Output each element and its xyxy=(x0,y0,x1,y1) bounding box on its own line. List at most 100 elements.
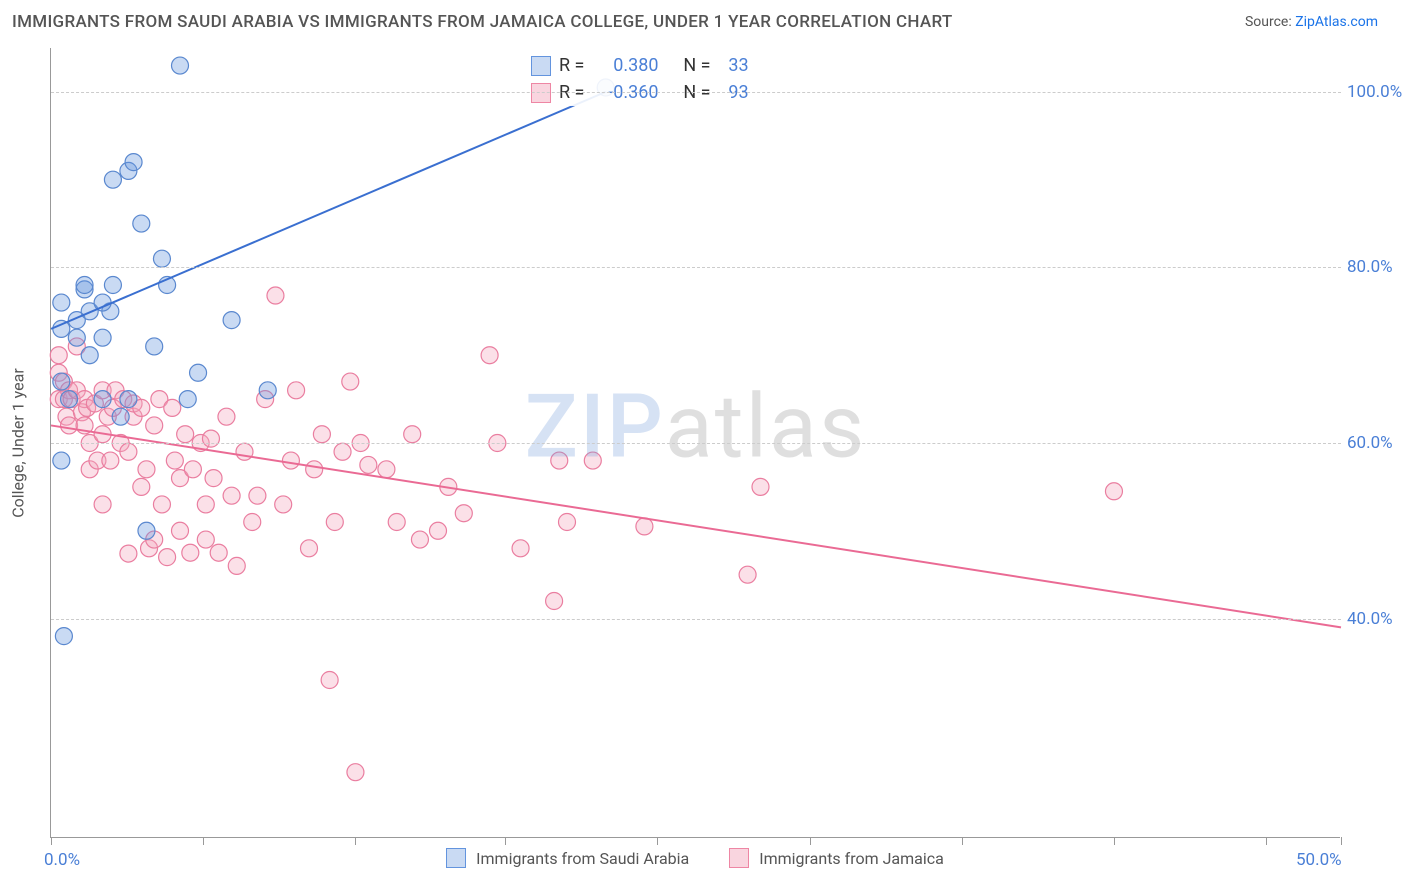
data-point-jamaica xyxy=(321,672,338,689)
x-tick xyxy=(203,837,204,845)
r-value-saudi: 0.380 xyxy=(592,52,658,79)
data-point-jamaica xyxy=(133,478,150,495)
data-point-jamaica xyxy=(182,544,199,561)
data-point-saudi xyxy=(179,391,196,408)
x-tick xyxy=(505,837,506,845)
y-axis-label: College, Under 1 year xyxy=(9,368,28,518)
data-point-jamaica xyxy=(275,496,292,513)
n-value-saudi: 33 xyxy=(719,52,749,79)
x-tick-label: 0.0% xyxy=(44,850,80,870)
data-point-jamaica xyxy=(347,764,364,781)
gridline xyxy=(51,619,1341,620)
data-point-saudi xyxy=(125,154,142,171)
x-tick xyxy=(1266,837,1267,845)
data-point-jamaica xyxy=(138,461,155,478)
data-point-jamaica xyxy=(205,470,222,487)
data-point-saudi xyxy=(61,391,78,408)
data-point-jamaica xyxy=(455,505,472,522)
data-point-jamaica xyxy=(1105,483,1122,500)
x-tick xyxy=(1341,837,1342,845)
x-tick xyxy=(810,837,811,845)
legend-label-saudi: Immigrants from Saudi Arabia xyxy=(476,849,689,868)
data-point-saudi xyxy=(223,312,240,329)
data-point-jamaica xyxy=(159,549,176,566)
data-point-jamaica xyxy=(177,426,194,443)
data-point-jamaica xyxy=(218,408,235,425)
data-point-jamaica xyxy=(512,540,529,557)
data-point-jamaica xyxy=(120,545,137,562)
data-point-jamaica xyxy=(102,452,119,469)
data-point-saudi xyxy=(104,277,121,294)
data-point-jamaica xyxy=(342,373,359,390)
data-point-saudi xyxy=(190,364,207,381)
legend-label-jamaica: Immigrants from Jamaica xyxy=(759,849,944,868)
data-point-jamaica xyxy=(360,456,377,473)
data-point-jamaica xyxy=(120,443,137,460)
data-point-saudi xyxy=(259,382,276,399)
data-point-jamaica xyxy=(202,430,219,447)
data-point-jamaica xyxy=(378,461,395,478)
data-point-jamaica xyxy=(739,566,756,583)
data-point-saudi xyxy=(172,57,189,74)
x-tick xyxy=(355,837,356,845)
data-point-jamaica xyxy=(584,452,601,469)
data-point-jamaica xyxy=(301,540,318,557)
x-tick xyxy=(1114,837,1115,845)
data-point-jamaica xyxy=(313,426,330,443)
y-tick-label: 60.0% xyxy=(1347,433,1393,453)
data-point-jamaica xyxy=(228,557,245,574)
data-point-jamaica xyxy=(306,461,323,478)
data-point-jamaica xyxy=(197,531,214,548)
data-point-saudi xyxy=(76,277,93,294)
data-point-saudi xyxy=(112,408,129,425)
data-point-jamaica xyxy=(244,514,261,531)
data-point-saudi xyxy=(53,294,70,311)
source-link[interactable]: ZipAtlas.com xyxy=(1295,14,1378,30)
r-label: R = xyxy=(559,52,584,79)
data-point-jamaica xyxy=(288,382,305,399)
data-point-jamaica xyxy=(61,417,78,434)
swatch-blue xyxy=(446,848,466,868)
data-point-jamaica xyxy=(551,452,568,469)
data-point-jamaica xyxy=(267,287,284,304)
data-point-saudi xyxy=(94,329,111,346)
source-attribution: Source: ZipAtlas.com xyxy=(1245,14,1378,30)
data-point-saudi xyxy=(146,338,163,355)
swatch-blue xyxy=(531,56,551,76)
data-point-jamaica xyxy=(282,452,299,469)
data-point-jamaica xyxy=(636,518,653,535)
x-tick xyxy=(657,837,658,845)
data-point-jamaica xyxy=(249,487,266,504)
x-tick xyxy=(51,837,52,845)
legend-item-jamaica: Immigrants from Jamaica xyxy=(729,848,944,868)
data-point-saudi xyxy=(53,452,70,469)
data-point-jamaica xyxy=(184,461,201,478)
data-point-jamaica xyxy=(94,496,111,513)
x-tick-label: 50.0% xyxy=(1296,850,1342,870)
chart-title: IMMIGRANTS FROM SAUDI ARABIA VS IMMIGRAN… xyxy=(12,12,953,32)
data-point-jamaica xyxy=(752,478,769,495)
data-point-jamaica xyxy=(404,426,421,443)
data-point-saudi xyxy=(104,171,121,188)
series-legend: Immigrants from Saudi Arabia Immigrants … xyxy=(50,848,1340,868)
y-tick-label: 40.0% xyxy=(1347,609,1393,629)
n-label: N = xyxy=(683,52,710,79)
gridline xyxy=(51,443,1341,444)
data-point-jamaica xyxy=(50,347,67,364)
data-point-jamaica xyxy=(172,522,189,539)
data-point-jamaica xyxy=(430,522,447,539)
trend-line-saudi xyxy=(51,92,606,329)
x-tick xyxy=(962,837,963,845)
plot-area: ZIPatlas R = 0.380 N = 33 R = -0.360 N =… xyxy=(50,48,1340,838)
data-point-jamaica xyxy=(210,544,227,561)
data-point-saudi xyxy=(55,628,72,645)
data-point-jamaica xyxy=(166,452,183,469)
data-point-saudi xyxy=(120,391,137,408)
data-point-saudi xyxy=(53,373,70,390)
correlation-legend-row-saudi: R = 0.380 N = 33 xyxy=(531,52,749,79)
gridline xyxy=(51,92,1341,93)
data-point-jamaica xyxy=(481,347,498,364)
data-point-saudi xyxy=(138,522,155,539)
data-point-saudi xyxy=(133,215,150,232)
y-tick-label: 100.0% xyxy=(1347,82,1402,102)
